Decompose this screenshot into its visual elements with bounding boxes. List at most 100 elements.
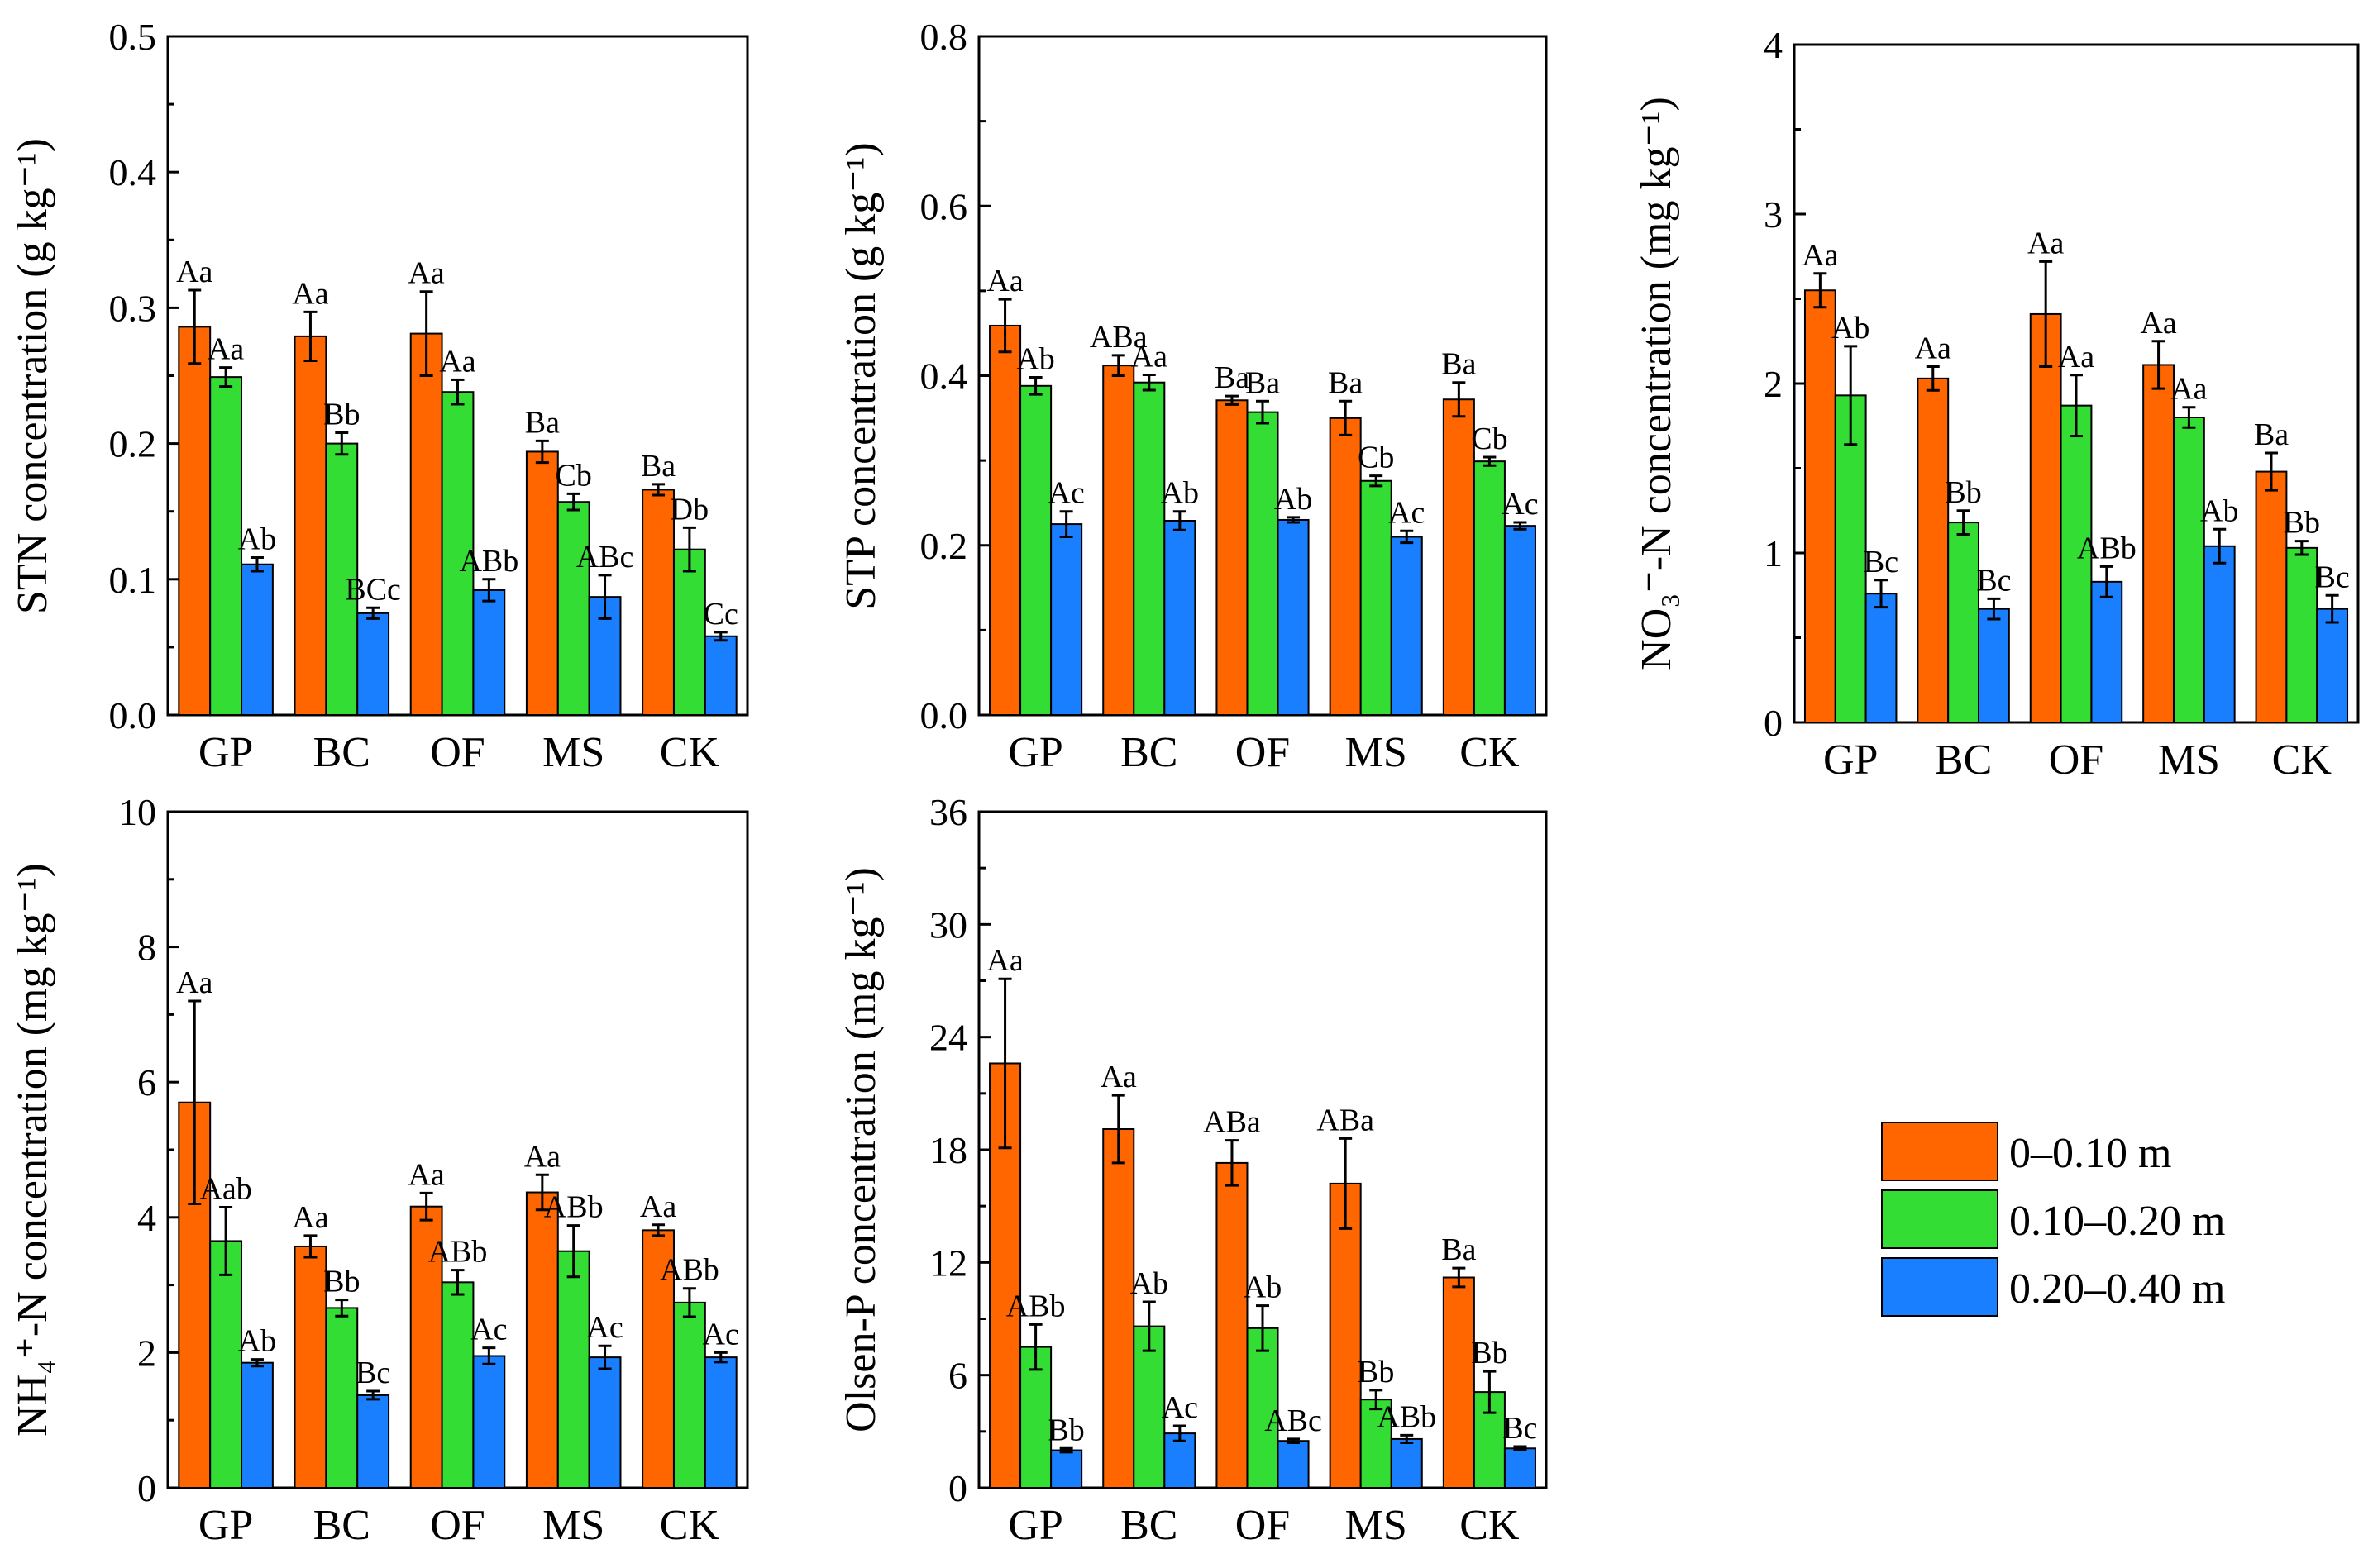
bar-OF-s2 — [1277, 518, 1310, 717]
y-tick-label: 6 — [948, 1355, 967, 1397]
x-tick-label-BC: BC — [1120, 1502, 1177, 1549]
significance-label: Bb — [323, 1265, 360, 1299]
bar-CK-s0 — [1442, 398, 1475, 716]
bar-BC-s2 — [1978, 608, 2010, 724]
chart-panel-0: 0.0 0.1 0.2 0.3 0.4 0.5 STN concentration (g k… — [9, 16, 749, 776]
bar-MS-s1 — [1359, 479, 1392, 716]
legend-swatch-0 — [1881, 1122, 1998, 1181]
significance-label: BCc — [345, 572, 401, 607]
significance-label: Bb — [1945, 475, 1981, 510]
bar-MS-s2 — [2203, 545, 2236, 723]
significance-label: Aa — [176, 965, 212, 1000]
bar-GP-s1 — [209, 376, 243, 716]
bar-GP-s2 — [241, 1361, 274, 1489]
y-tick-label: 24 — [929, 1017, 967, 1059]
x-tick-label-CK: CK — [2272, 736, 2332, 784]
bar-GP-s1 — [1834, 394, 1867, 723]
x-tick-label-OF: OF — [430, 1502, 485, 1549]
y-tick-label: 4 — [1764, 24, 1783, 66]
legend-swatch-1 — [1881, 1189, 1998, 1249]
significance-label: Ab — [1161, 476, 1199, 511]
bar-MS-s1 — [556, 1250, 590, 1489]
y-tick-label: 0.2 — [109, 423, 157, 465]
significance-label: Ac — [1162, 1390, 1198, 1425]
significance-label: Aa — [1915, 331, 1951, 366]
legend: 0–0.10 m 0.10–0.20 m 0.20–0.40 m — [1881, 1122, 2225, 1317]
significance-label: ABb — [660, 1253, 719, 1288]
y-tick-label: 2 — [1764, 363, 1783, 405]
bar-CK-s0 — [642, 489, 675, 716]
bar-OF-s1 — [2060, 404, 2093, 723]
significance-label: Ab — [1274, 482, 1312, 517]
bar-BC-s0 — [1102, 365, 1135, 716]
bar-CK-s2 — [1503, 1447, 1536, 1489]
significance-label: Aab — [199, 1172, 251, 1207]
bar-CK-s0 — [2255, 470, 2288, 723]
significance-label: Bc — [2315, 560, 2350, 594]
significance-label: Aa — [408, 1157, 444, 1192]
bar-CK-s1 — [1473, 460, 1506, 716]
x-tick-label-BC: BC — [1935, 736, 1992, 784]
y-tick-label: 0.4 — [109, 151, 157, 193]
bar-OF-s2 — [472, 1355, 506, 1489]
x-tick-label-MS: MS — [1345, 1502, 1407, 1549]
significance-label: Aa — [208, 332, 244, 367]
significance-label: Aa — [986, 943, 1023, 978]
bar-MS-s1 — [556, 501, 590, 716]
bar-BC-s2 — [1163, 519, 1196, 717]
y-tick-label: 10 — [118, 791, 156, 833]
bar-OF-s1 — [441, 1281, 475, 1489]
significance-label: ABa — [1316, 1103, 1374, 1137]
significance-label: ABb — [459, 544, 518, 579]
significance-label: Ab — [1244, 1270, 1282, 1305]
bar-OF-s2 — [1277, 1440, 1310, 1489]
significance-label: Ab — [2200, 493, 2238, 528]
x-tick-label-CK: CK — [1459, 729, 1520, 776]
y-tick-label: 0.4 — [920, 355, 968, 398]
legend-swatch-2 — [1881, 1257, 1998, 1317]
significance-label: Ac — [703, 1317, 739, 1351]
significance-label: Ba — [1245, 365, 1280, 400]
bar-CK-s2 — [704, 635, 738, 716]
bar-GP-s2 — [1864, 593, 1898, 724]
bar-CK-s2 — [1503, 525, 1536, 716]
significance-label: Cb — [556, 458, 592, 493]
bar-GP-s1 — [1019, 384, 1053, 716]
bar-MS-s0 — [525, 450, 559, 717]
y-tick-label: 0.8 — [920, 16, 968, 58]
significance-label: Cb — [1358, 441, 1394, 475]
bar-CK-s1 — [672, 1301, 706, 1489]
significance-label: ABb — [428, 1235, 488, 1270]
significance-label: Aa — [292, 276, 328, 311]
y-tick-label: 0.1 — [109, 559, 157, 601]
significance-label: Bc — [1976, 563, 2011, 598]
significance-label: Bc — [356, 1356, 390, 1390]
bar-GP-s1 — [209, 1240, 243, 1489]
chart-panel-3: 0 2 4 6 8 10 NH₄⁺-N concentration (mg kg⁻¹) GP A… — [9, 791, 749, 1549]
significance-label: Aa — [1101, 1060, 1137, 1094]
significance-label: ABb — [1006, 1289, 1066, 1323]
bar-CK-s2 — [704, 1356, 738, 1489]
bar-BC-s1 — [1133, 381, 1166, 716]
significance-label: Ba — [1215, 360, 1249, 395]
y-tick-label: 4 — [137, 1197, 156, 1239]
significance-label: ABa — [1090, 320, 1148, 355]
x-tick-label-MS: MS — [542, 729, 604, 776]
bar-OF-s0 — [1215, 399, 1249, 716]
bar-BC-s2 — [356, 1394, 390, 1489]
bar-BC-s0 — [294, 335, 327, 716]
bar-OF-s1 — [1246, 411, 1279, 716]
y-tick-label: 0 — [1764, 702, 1783, 744]
significance-label: Ba — [2254, 417, 2289, 452]
bar-CK-s1 — [2285, 546, 2318, 723]
bar-BC-s0 — [294, 1245, 327, 1489]
significance-label: Aa — [2170, 372, 2207, 407]
significance-label: Aa — [408, 256, 444, 291]
significance-label: ABb — [1377, 1399, 1436, 1434]
significance-label: Aa — [640, 1189, 676, 1224]
significance-label: Bc — [1502, 1411, 1537, 1446]
y-tick-label: 0.2 — [920, 525, 968, 567]
significance-label: Ac — [1388, 495, 1425, 530]
significance-label: Ba — [1441, 1232, 1476, 1267]
significance-label: Bb — [1358, 1355, 1394, 1389]
